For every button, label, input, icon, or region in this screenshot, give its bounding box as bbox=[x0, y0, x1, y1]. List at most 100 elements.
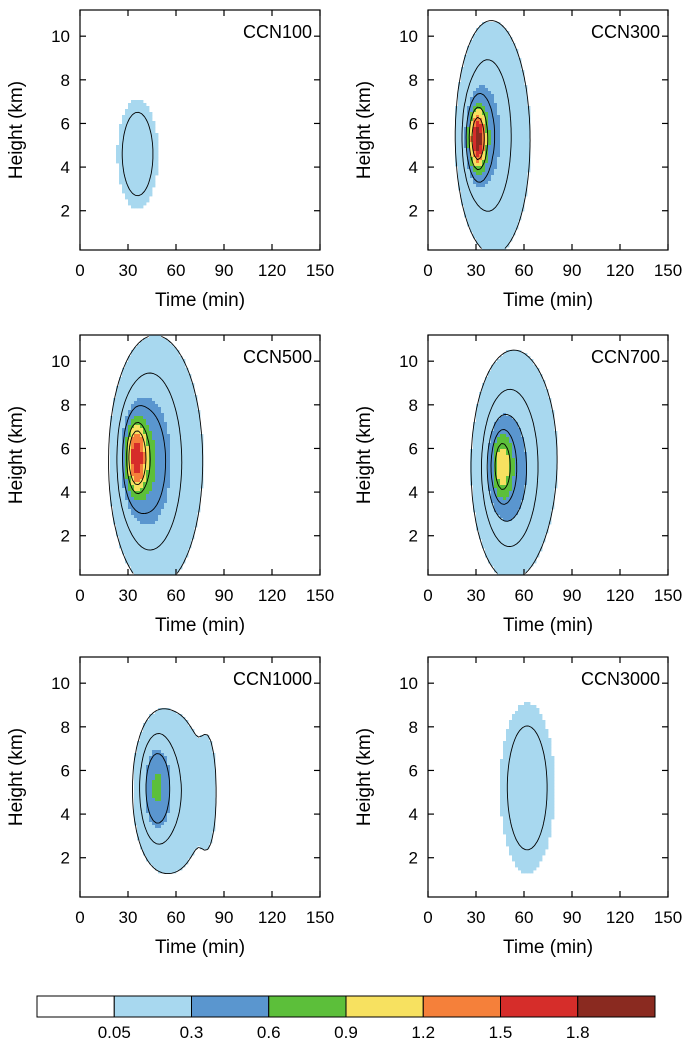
field-cell bbox=[131, 103, 135, 107]
field-cell bbox=[485, 199, 489, 203]
field-cell bbox=[491, 223, 495, 227]
field-cell bbox=[140, 169, 144, 173]
field-cell bbox=[512, 223, 516, 227]
field-cell bbox=[119, 542, 123, 546]
field-cell bbox=[476, 193, 480, 197]
field-cell bbox=[527, 380, 531, 384]
field-cell bbox=[161, 407, 165, 411]
field-cell bbox=[500, 443, 504, 447]
field-cell bbox=[488, 383, 492, 387]
field-cell bbox=[479, 241, 483, 245]
field-cell bbox=[512, 446, 516, 450]
field-cell bbox=[134, 148, 138, 152]
field-cell bbox=[155, 554, 159, 558]
field-cell bbox=[149, 178, 153, 182]
field-cell bbox=[482, 422, 486, 426]
field-cell bbox=[542, 410, 546, 414]
field-cell bbox=[137, 488, 141, 492]
field-cell bbox=[476, 31, 480, 35]
field-cell bbox=[491, 175, 495, 179]
field-cell bbox=[140, 566, 144, 570]
field-cell bbox=[119, 521, 123, 525]
field-cell bbox=[149, 350, 153, 354]
field-cell bbox=[509, 85, 513, 89]
field-cell bbox=[116, 530, 120, 534]
field-cell bbox=[152, 181, 156, 185]
field-cell bbox=[509, 437, 513, 441]
field-cell bbox=[131, 542, 135, 546]
field-cell bbox=[494, 217, 498, 221]
field-cell bbox=[503, 422, 507, 426]
field-cell bbox=[494, 76, 498, 80]
field-cell bbox=[170, 551, 174, 555]
field-cell bbox=[146, 410, 150, 414]
field-cell bbox=[491, 100, 495, 104]
field-cell bbox=[503, 184, 507, 188]
field-cell bbox=[476, 440, 480, 444]
field-cell bbox=[140, 127, 144, 131]
field-cell bbox=[125, 428, 129, 432]
field-cell bbox=[545, 416, 549, 420]
field-cell bbox=[155, 368, 159, 372]
field-cell bbox=[509, 109, 513, 113]
field-cell bbox=[479, 115, 483, 119]
field-cell bbox=[122, 407, 126, 411]
field-cell bbox=[485, 386, 489, 390]
field-cell bbox=[110, 482, 114, 486]
field-cell bbox=[161, 476, 165, 480]
field-cell bbox=[467, 82, 471, 86]
field-cell bbox=[182, 413, 186, 417]
field-cell bbox=[488, 43, 492, 47]
field-cell bbox=[506, 395, 510, 399]
field-cell bbox=[146, 109, 150, 113]
field-cell bbox=[494, 85, 498, 89]
field-cell bbox=[119, 428, 123, 432]
field-cell bbox=[131, 154, 135, 158]
field-cell bbox=[527, 401, 531, 405]
field-cell bbox=[122, 491, 126, 495]
field-cell bbox=[479, 193, 483, 197]
field-cell bbox=[170, 482, 174, 486]
field-cell bbox=[185, 503, 189, 507]
field-cell bbox=[182, 440, 186, 444]
field-cell bbox=[179, 464, 183, 468]
field-cell bbox=[125, 151, 129, 155]
field-cell bbox=[485, 103, 489, 107]
field-cell bbox=[155, 428, 159, 432]
field-cell bbox=[458, 163, 462, 167]
field-cell bbox=[494, 94, 498, 98]
field-cell bbox=[128, 163, 132, 167]
field-cell bbox=[503, 229, 507, 233]
field-cell bbox=[155, 398, 159, 402]
field-cell bbox=[494, 34, 498, 38]
field-cell bbox=[503, 145, 507, 149]
field-cell bbox=[170, 410, 174, 414]
field-cell bbox=[119, 455, 123, 459]
field-cell bbox=[134, 172, 138, 176]
field-cell bbox=[518, 121, 522, 125]
field-cell bbox=[149, 344, 153, 348]
field-cell bbox=[509, 410, 513, 414]
field-cell bbox=[497, 154, 501, 158]
field-cell bbox=[188, 398, 192, 402]
field-cell bbox=[509, 184, 513, 188]
field-cell bbox=[131, 205, 135, 209]
field-cell bbox=[461, 127, 465, 131]
field-cell bbox=[158, 539, 162, 543]
field-cell bbox=[476, 452, 480, 456]
field-cell bbox=[191, 452, 195, 456]
field-cell bbox=[470, 130, 474, 134]
field-cell bbox=[140, 449, 144, 453]
field-cell bbox=[125, 527, 129, 531]
field-cell bbox=[140, 428, 144, 432]
field-cell bbox=[464, 118, 468, 122]
field-cell bbox=[167, 554, 171, 558]
field-cell bbox=[503, 34, 507, 38]
field-cell bbox=[152, 148, 156, 152]
field-cell bbox=[506, 458, 510, 462]
field-cell bbox=[167, 350, 171, 354]
field-cell bbox=[512, 350, 516, 354]
field-cell bbox=[182, 419, 186, 423]
field-cell bbox=[503, 371, 507, 375]
field-cell bbox=[140, 359, 144, 363]
